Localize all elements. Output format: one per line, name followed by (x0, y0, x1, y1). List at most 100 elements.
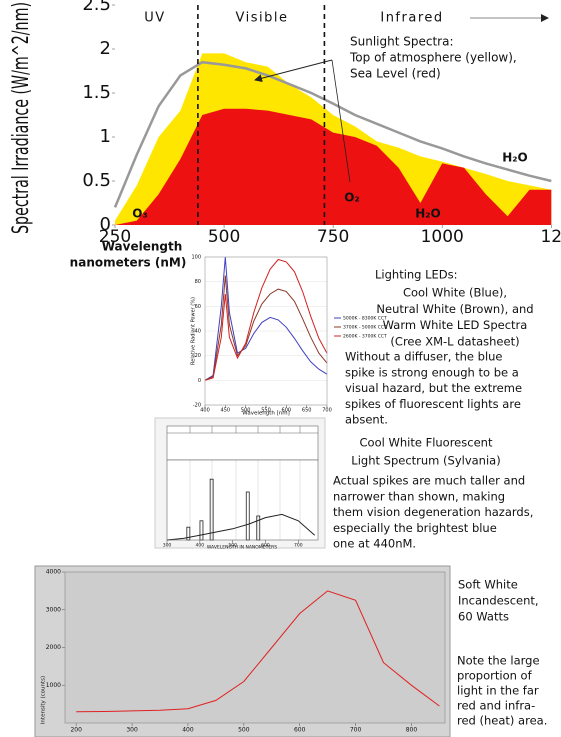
y-axis-title: Intensity (counts) (41, 676, 47, 724)
x-tick-label: 600 (294, 727, 306, 734)
y-tick-label: 0 (100, 214, 111, 235)
y-tick-label: 40 (195, 329, 201, 335)
caption: 60 Watts (458, 610, 509, 624)
y-tick-label: 1 (100, 126, 111, 147)
plot-frame (64, 571, 446, 724)
x-tick-label: 600 (282, 408, 292, 414)
caption: Soft White (458, 578, 518, 592)
line (204, 258, 328, 381)
x-tick-label: 400 (196, 543, 205, 549)
note-pointer (331, 59, 351, 183)
caption: Light Spectrum (Sylvania) (351, 454, 500, 468)
y-tick-label: 0.5 (82, 170, 111, 191)
caption: spike is strong enough to be a (345, 365, 519, 379)
note-arrow (254, 59, 333, 83)
y-tick-label: 1000 (46, 682, 61, 689)
y-tick-label: 2.5 (82, 0, 111, 15)
fluorescent-header (166, 425, 319, 461)
absorption-label: O₂ (344, 191, 359, 205)
x-tick-label: 500 (238, 727, 250, 734)
x-tick-label: 450 (221, 408, 231, 414)
x-tick-label: 400 (200, 408, 210, 414)
line (76, 590, 440, 713)
area (115, 108, 552, 225)
y-tick-label: 4000 (46, 569, 61, 576)
x-tick-label: 700 (322, 408, 332, 414)
caption: narrower than shown, making (333, 489, 505, 503)
absorption-label: H₂O (502, 151, 528, 165)
legend-label: 5000K - 8300K CCT (343, 316, 387, 322)
caption: proportion of (457, 669, 533, 683)
x-tick-label: 650 (302, 408, 312, 414)
plot-area (167, 460, 318, 540)
y-tick-label: 20 (195, 353, 201, 359)
caption: Neutral White (Brown), and (376, 302, 533, 316)
x-tick-label: 500 (228, 543, 237, 549)
x-tick-label: 12 (540, 227, 561, 247)
plot-frame (166, 459, 319, 541)
x-tick-label: 700 (350, 727, 362, 734)
line (166, 513, 316, 541)
caption: one at 440nM. (333, 537, 416, 551)
caption: Without a diffuser, the blue (345, 350, 503, 364)
x-axis-title: WAVELENGTH IN NANOMETERS (207, 545, 277, 551)
x-tick-label: 500 (241, 408, 251, 414)
note: Top of atmosphere (yellow), (349, 51, 517, 65)
x-tick-label: 700 (294, 543, 303, 549)
x-tick-label: 550 (261, 408, 271, 414)
caption: visual hazard, but the extreme (345, 381, 522, 395)
caption: Incandescent, (458, 594, 539, 608)
x-tick-label: 1000 (421, 227, 464, 247)
caption: Cool White Fluorescent (360, 436, 493, 450)
y-tick-label: 0 (198, 378, 201, 384)
caption: spikes of fluorescent lights are (345, 397, 521, 411)
x-tick-label: 300 (126, 727, 138, 734)
caption: Actual spikes are much taller and (333, 474, 525, 488)
y-tick-label: 100 (191, 255, 201, 261)
line (204, 275, 328, 381)
y-tick-label: 80 (195, 279, 201, 285)
caption: Lighting LEDs: (375, 268, 458, 282)
x-tick-label: 750 (317, 227, 349, 247)
x-tick-label: 300 (163, 543, 172, 549)
caption: (Cree XM-L datasheet) (390, 334, 519, 348)
x-tick-label: 200 (70, 727, 82, 734)
caption: red and infra- (457, 699, 535, 713)
region-label: UV (144, 11, 165, 26)
caption: absent. (345, 413, 388, 427)
x-axis-title: Wavelength [nm] (242, 411, 290, 417)
legend-label: 2600K - 3700K CCT (343, 334, 387, 340)
x-tick-label: 600 (261, 543, 270, 549)
y-tick-label: 60 (195, 304, 201, 310)
x-axis-title: Wavelength (102, 240, 183, 254)
y-tick-label: 3000 (46, 606, 61, 613)
x-axis-title: nanometers (nM) (70, 256, 187, 270)
note: Sea Level (red) (350, 67, 441, 81)
y-axis-title: Spectral Irradiance (W/m^2/nm) (9, 2, 34, 234)
caption: red (heat) area. (457, 714, 547, 728)
caption: Warm White LED Spectra (383, 318, 528, 332)
caption: Note the large (457, 654, 540, 668)
caption: light in the far (457, 684, 539, 698)
x-tick-label: 500 (208, 227, 240, 247)
caption: Cool White (Blue), (403, 286, 507, 300)
x-tick-label: 400 (182, 727, 194, 734)
x-tick-label: 250 (99, 227, 131, 247)
region-label: Infrared (380, 11, 443, 26)
line (113, 60, 552, 208)
legend-label: 3700K - 5000K CCT (343, 325, 387, 331)
absorption-label: H₂O (415, 207, 441, 221)
region-label: Visible (236, 11, 289, 26)
y-tick-label: 1.5 (82, 82, 111, 103)
line (204, 256, 328, 381)
absorption-label: O₃ (132, 207, 147, 221)
plot-frame (204, 256, 328, 406)
y-tick-label: 2000 (46, 644, 61, 651)
caption: especially the brightest blue (333, 521, 497, 535)
note: Sunlight Spectra: (350, 35, 454, 49)
plot-area (65, 572, 445, 723)
y-tick-label: -20 (193, 403, 201, 409)
y-axis-title: Relative Radiant Power (%) (191, 297, 197, 365)
caption: them vision degeneration hazards, (333, 505, 533, 519)
